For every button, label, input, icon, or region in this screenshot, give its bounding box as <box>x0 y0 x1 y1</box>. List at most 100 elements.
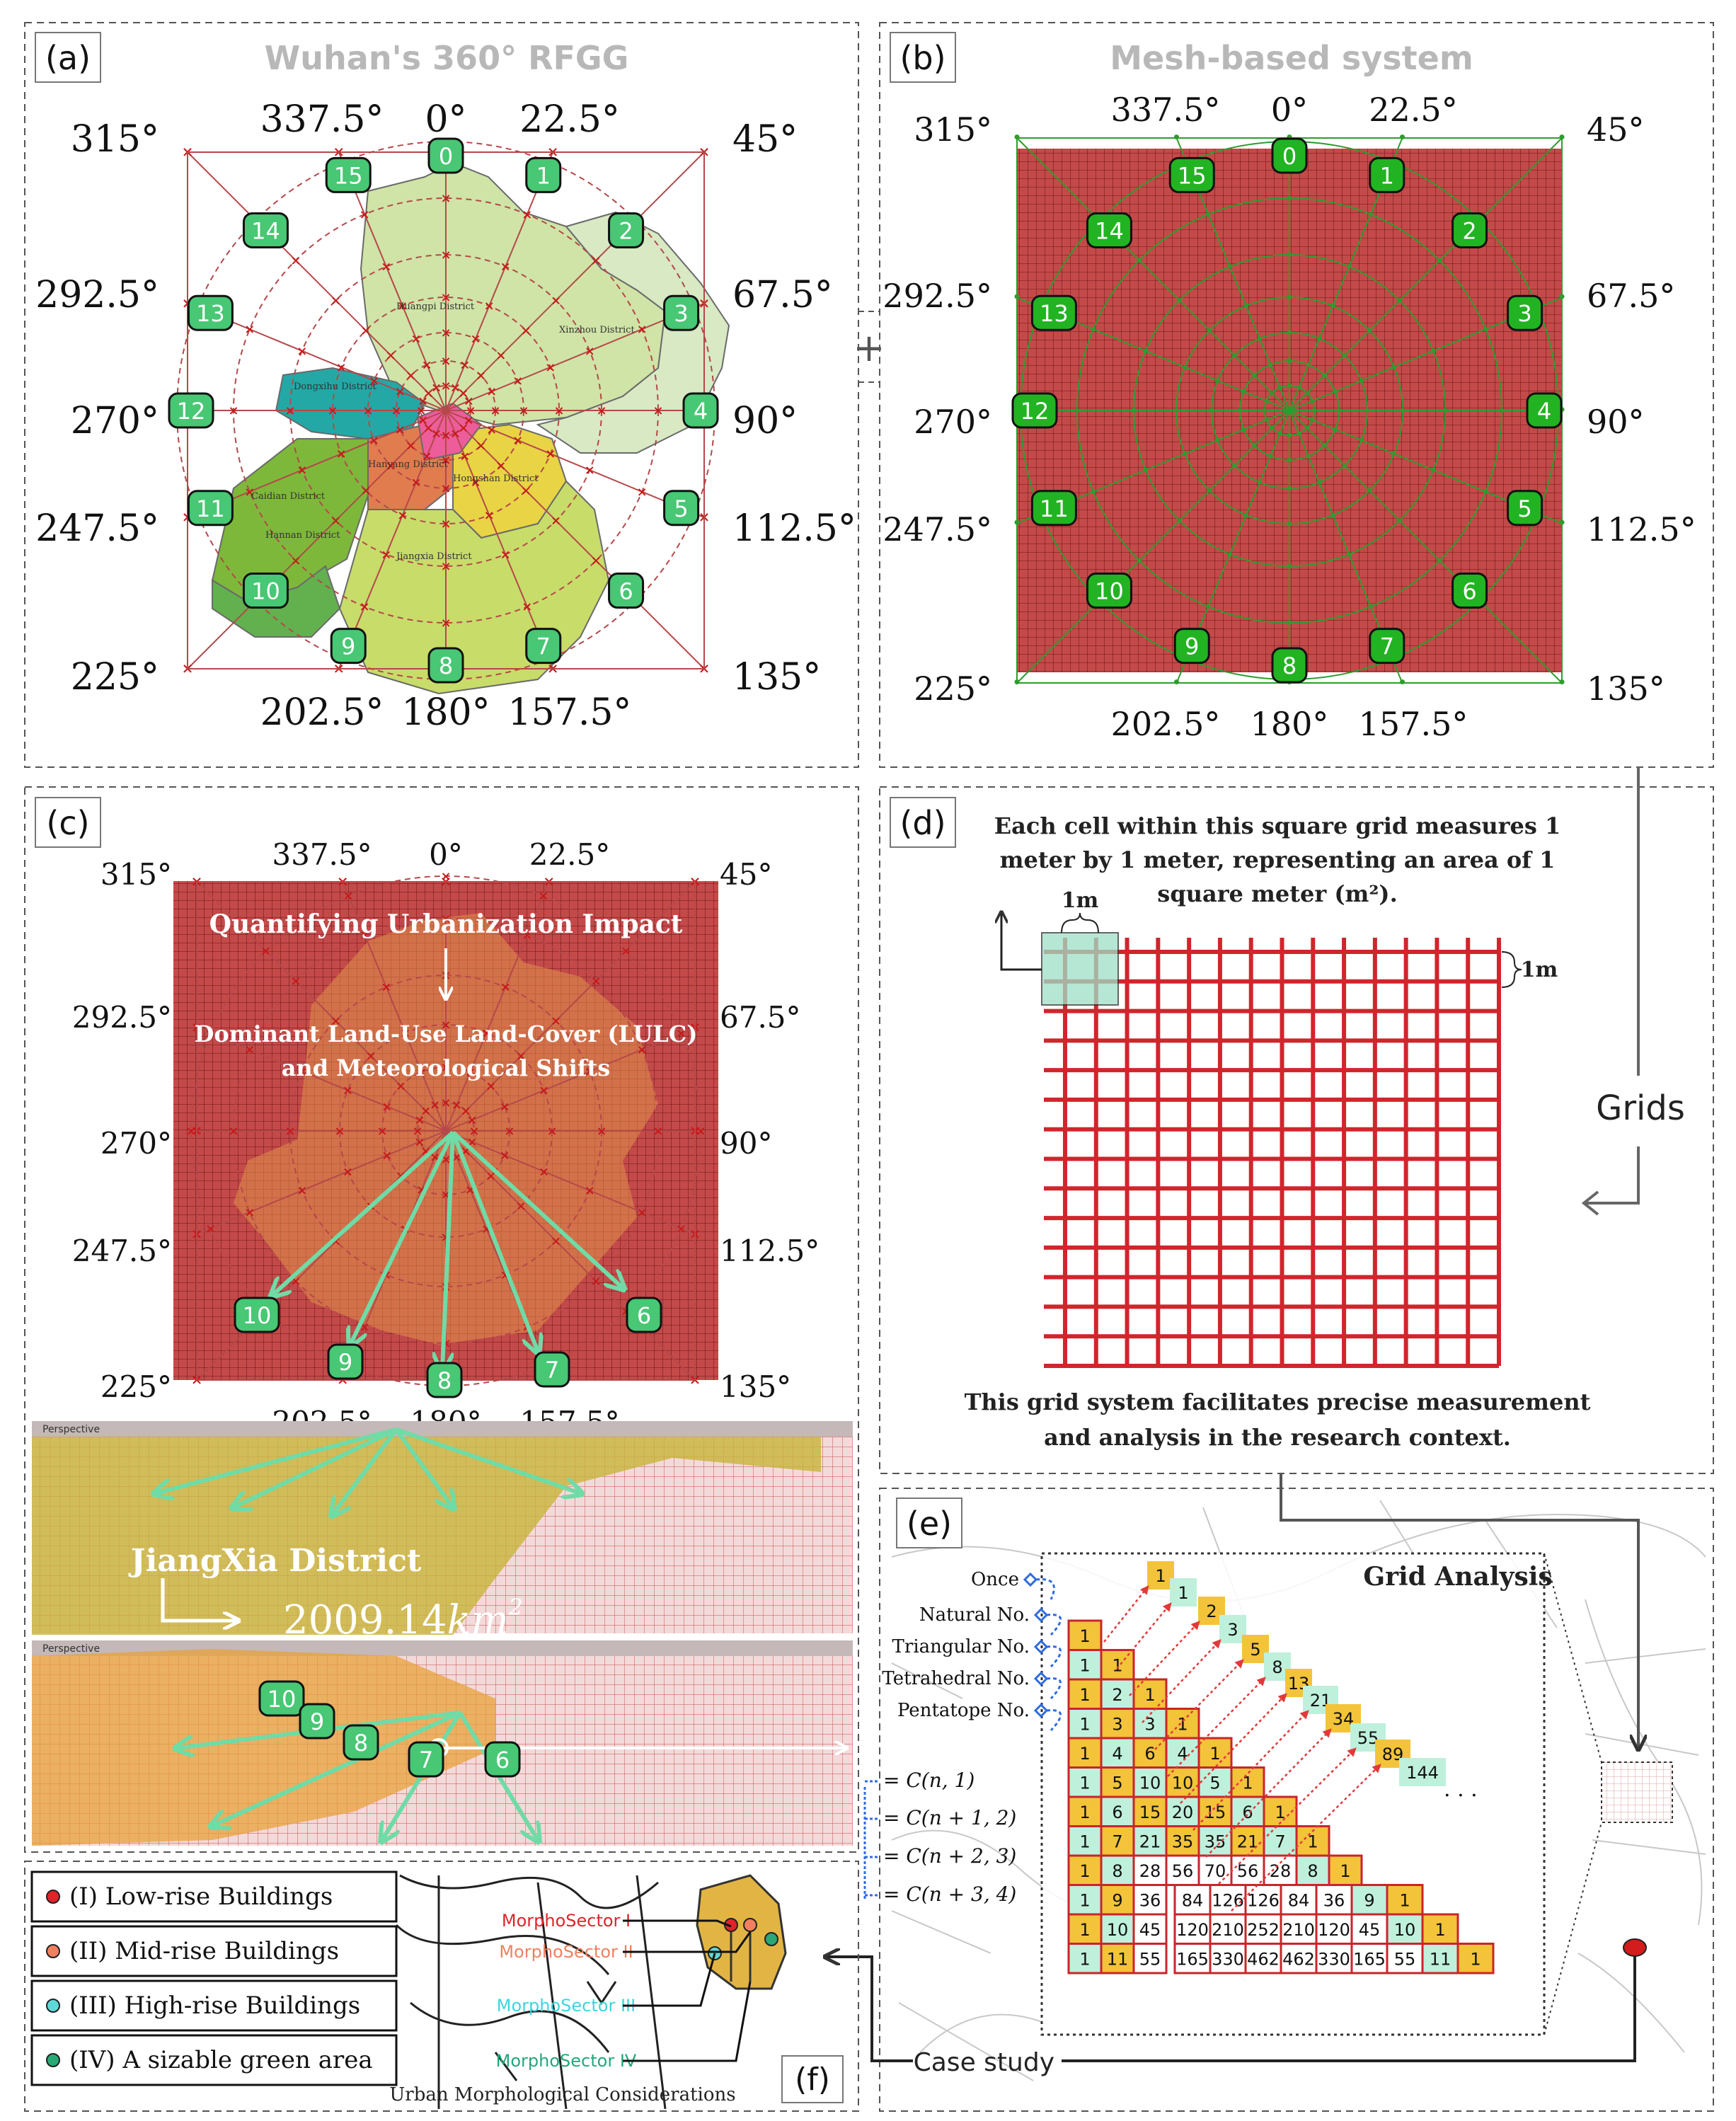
rfgg-node: × <box>415 403 426 418</box>
mesh-node: • <box>1255 476 1264 490</box>
pascal-value: 55 <box>1139 1949 1161 1969</box>
angle-label-11: 247.5° <box>35 507 159 550</box>
pascal-cell <box>1421 1943 1459 1975</box>
rfgg-c-node: × <box>440 1018 451 1033</box>
morpho-sectors: MorphoSector I MorphoSector II MorphoSecto… <box>496 1911 752 2071</box>
rfgg-node: × <box>369 433 379 448</box>
panel-d: (d) Each cell within this square grid me… <box>890 767 1685 1451</box>
angle-label-7: 157.5° <box>1359 705 1468 743</box>
pascal-value: 120 <box>1318 1920 1350 1940</box>
mesh-node: • <box>1285 559 1294 574</box>
rfgg-node: × <box>450 381 461 396</box>
series-label: Triangular No. <box>892 1636 1030 1657</box>
sector-badge-label: 0 <box>1282 143 1297 170</box>
mesh-spoke <box>1016 410 1290 684</box>
mesh-node: • <box>1285 481 1294 496</box>
rfgg-node: × <box>362 403 373 418</box>
pascal-value: 84 <box>1288 1890 1310 1910</box>
formula-label: = C(n + 2, 3) <box>883 1844 1016 1868</box>
angle-label-2: 45° <box>720 857 772 892</box>
rfgg-c-node: × <box>414 1134 425 1149</box>
mesh-node: • <box>1285 616 1294 631</box>
pascal-cell <box>1280 1943 1318 1975</box>
rfgg-c-node: × <box>440 869 451 884</box>
formula-labels: = C(n, 1) = C(n + 1, 2) = C(n + 2, 3) = C(n… <box>863 1769 1016 1906</box>
rfgg-c-node: × <box>500 1100 510 1115</box>
pascal-value: 462 <box>1247 1949 1280 1969</box>
district-labels-a: Huangpi District Xinzhou District Dongxi… <box>251 301 635 562</box>
panel-d-letter-box <box>890 797 956 848</box>
pascal-value: 8 <box>1307 1861 1318 1881</box>
series-label: Once <box>971 1569 1019 1590</box>
pascal-value: 1 <box>1079 1920 1090 1940</box>
mesh-node: • <box>1214 433 1222 448</box>
rfgg-node: × <box>431 426 442 441</box>
rfgg-c-node: × <box>360 928 370 943</box>
fib-link <box>1116 1602 1172 1669</box>
label-hanyang: Hanyang District <box>368 459 449 470</box>
sector-badge: 9 <box>299 1703 335 1740</box>
rfgg-node: × <box>637 322 648 337</box>
pascal-value: 55 <box>1394 1949 1416 1969</box>
pascal-value: 11 <box>1430 1949 1452 1969</box>
fib-link <box>1142 1639 1221 1723</box>
sector-badge-label: 8 <box>437 1367 452 1394</box>
mesh-node: • <box>1204 207 1212 222</box>
angle-label-3: 67.5° <box>1587 277 1675 315</box>
rfgg-node: × <box>228 403 238 418</box>
rfgg-c-spoke <box>445 881 550 1132</box>
pascal-value: 10 <box>1394 1920 1416 1940</box>
sector-badge-label: 15 <box>1178 162 1207 189</box>
mesh-spoke <box>1289 137 1563 411</box>
panel-d-letter: (d) <box>899 804 945 842</box>
fib-link <box>1103 1585 1149 1643</box>
rfgg-node: × <box>440 453 451 468</box>
sector-badge: 2 <box>608 212 645 248</box>
wuhan-district-map <box>211 161 730 695</box>
angle-label-11: 247.5° <box>883 510 992 548</box>
mesh-node: • <box>1276 381 1284 396</box>
mesh-node: • <box>1315 331 1323 346</box>
mesh-node: • <box>1251 369 1259 384</box>
angle-label-1: 22.5° <box>529 837 611 872</box>
pascal-value: 1 <box>1079 1626 1090 1646</box>
pascal-value: 45 <box>1359 1920 1381 1940</box>
mesh-node: • <box>1481 322 1490 337</box>
angle-label-9: 202.5° <box>1111 705 1221 743</box>
sector-badge-label: 7 <box>545 1357 559 1384</box>
label-dongxihu: Dongxihu District <box>294 381 376 392</box>
rfgg-node: × <box>458 386 469 401</box>
angle-label-2: 45° <box>732 118 798 161</box>
rfgg-node: × <box>458 421 469 436</box>
legend-dot <box>46 2053 60 2067</box>
mesh-node: • <box>1266 357 1275 372</box>
panel-a-border <box>24 22 859 768</box>
label-hongshan: Hongshan District <box>453 473 539 484</box>
rfgg-node: × <box>522 207 532 222</box>
mesh-node: • <box>1236 403 1244 418</box>
rfgg-node: × <box>486 423 497 437</box>
rfgg-c-node: × <box>551 1013 561 1028</box>
angle-label-2: 45° <box>1587 110 1645 149</box>
sector-badge: 15 <box>325 156 372 193</box>
rfgg-node: × <box>522 599 532 614</box>
pascal-cell <box>1100 1708 1135 1740</box>
mesh-node: • <box>1303 421 1311 436</box>
case-study-pin <box>1623 1938 1647 1957</box>
sector-badge: 8 <box>427 647 464 684</box>
pascal-value: 1 <box>1079 1655 1090 1675</box>
rfgg-node: × <box>386 348 396 363</box>
mesh-node: • <box>1267 421 1276 436</box>
mesh-node: • <box>1295 426 1304 441</box>
angle-label-8: 180° <box>401 691 490 734</box>
angle-label-11: 247.5° <box>72 1234 172 1268</box>
mesh-node: • <box>1309 394 1317 409</box>
rfgg-node: × <box>521 323 531 338</box>
sector-badge: 12 <box>168 392 214 429</box>
mesh-node: • <box>1175 514 1184 529</box>
sector-badge: 6 <box>626 1297 662 1333</box>
rfgg-c-node: × <box>343 1084 353 1098</box>
mesh-node: • <box>1328 508 1337 523</box>
pascal-cell <box>1100 1678 1135 1710</box>
